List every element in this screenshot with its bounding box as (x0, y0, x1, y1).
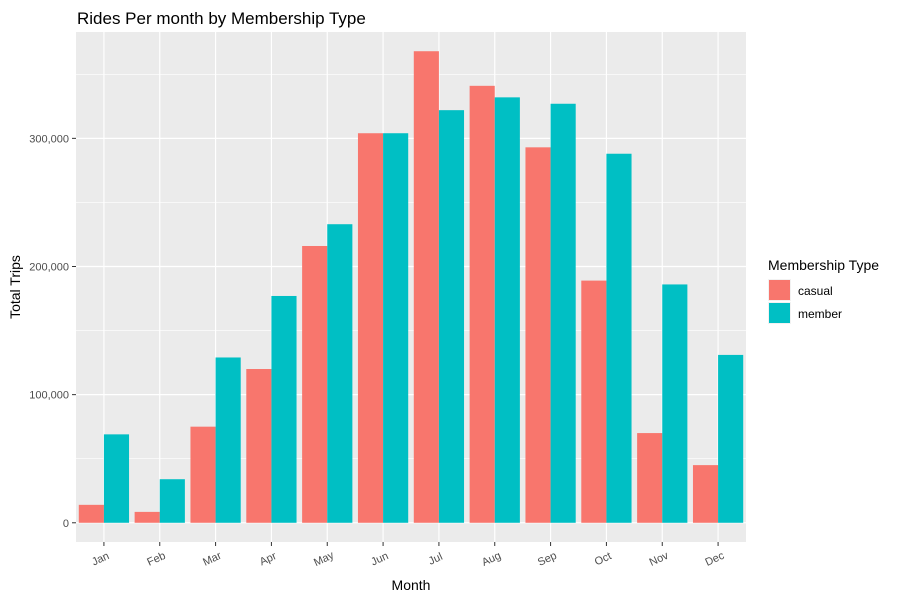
x-tick-label: Mar (201, 550, 224, 569)
y-tick-label: 200,000 (29, 261, 69, 273)
bar-casual-sep (525, 147, 551, 523)
legend-swatch-member (769, 303, 790, 323)
x-tick-label: Dec (703, 549, 726, 568)
bar-member-sep (550, 103, 576, 523)
bars (78, 51, 744, 523)
chart-title: Rides Per month by Membership Type (77, 9, 366, 28)
x-tick-label: Sep (536, 550, 559, 569)
y-tick-label: 0 (63, 518, 69, 530)
y-tick-label: 100,000 (29, 390, 69, 402)
bar-member-jul (438, 110, 465, 523)
bar-member-jun (383, 133, 409, 523)
bar-casual-aug (469, 85, 495, 523)
bar-casual-may (302, 245, 328, 523)
bar-member-jan (103, 434, 130, 523)
legend-swatch-casual (769, 280, 790, 300)
bar-member-feb (159, 479, 185, 523)
x-tick-label: Jun (369, 550, 390, 568)
x-axis-label: Month (392, 577, 431, 593)
bar-member-may (327, 224, 353, 523)
x-tick-label: May (312, 549, 336, 569)
bar-member-aug (494, 97, 520, 523)
bar-casual-feb (134, 511, 160, 523)
bar-member-oct (606, 153, 632, 523)
x-tick-label: Jan (90, 550, 111, 568)
bar-casual-mar (190, 426, 216, 523)
y-tick-label: 300,000 (29, 133, 69, 145)
legend: Membership Type casual member (768, 257, 879, 324)
legend-title: Membership Type (768, 257, 879, 273)
bar-casual-jan (78, 504, 104, 523)
x-tick-label: Aug (480, 550, 503, 569)
x-tick-label: Apr (258, 550, 279, 568)
x-tick-label: Oct (593, 550, 614, 568)
bar-casual-dec (692, 465, 719, 523)
bar-member-mar (215, 357, 241, 523)
bar-member-dec (718, 354, 744, 523)
y-axis-label: Total Trips (7, 255, 23, 319)
bar-casual-oct (581, 280, 607, 523)
plot-panel (76, 32, 746, 542)
x-tick-label: Nov (648, 549, 671, 568)
x-tick-label: Feb (145, 550, 167, 569)
bar-member-nov (662, 284, 688, 523)
bar-casual-apr (246, 369, 272, 523)
bar-casual-nov (637, 433, 663, 523)
bar-member-apr (271, 295, 297, 523)
bar-casual-jun (357, 133, 384, 523)
x-tick-label: Jul (427, 551, 445, 568)
legend-label-casual: casual (798, 284, 833, 298)
legend-label-member: member (798, 307, 842, 321)
bar-casual-jul (413, 51, 439, 523)
